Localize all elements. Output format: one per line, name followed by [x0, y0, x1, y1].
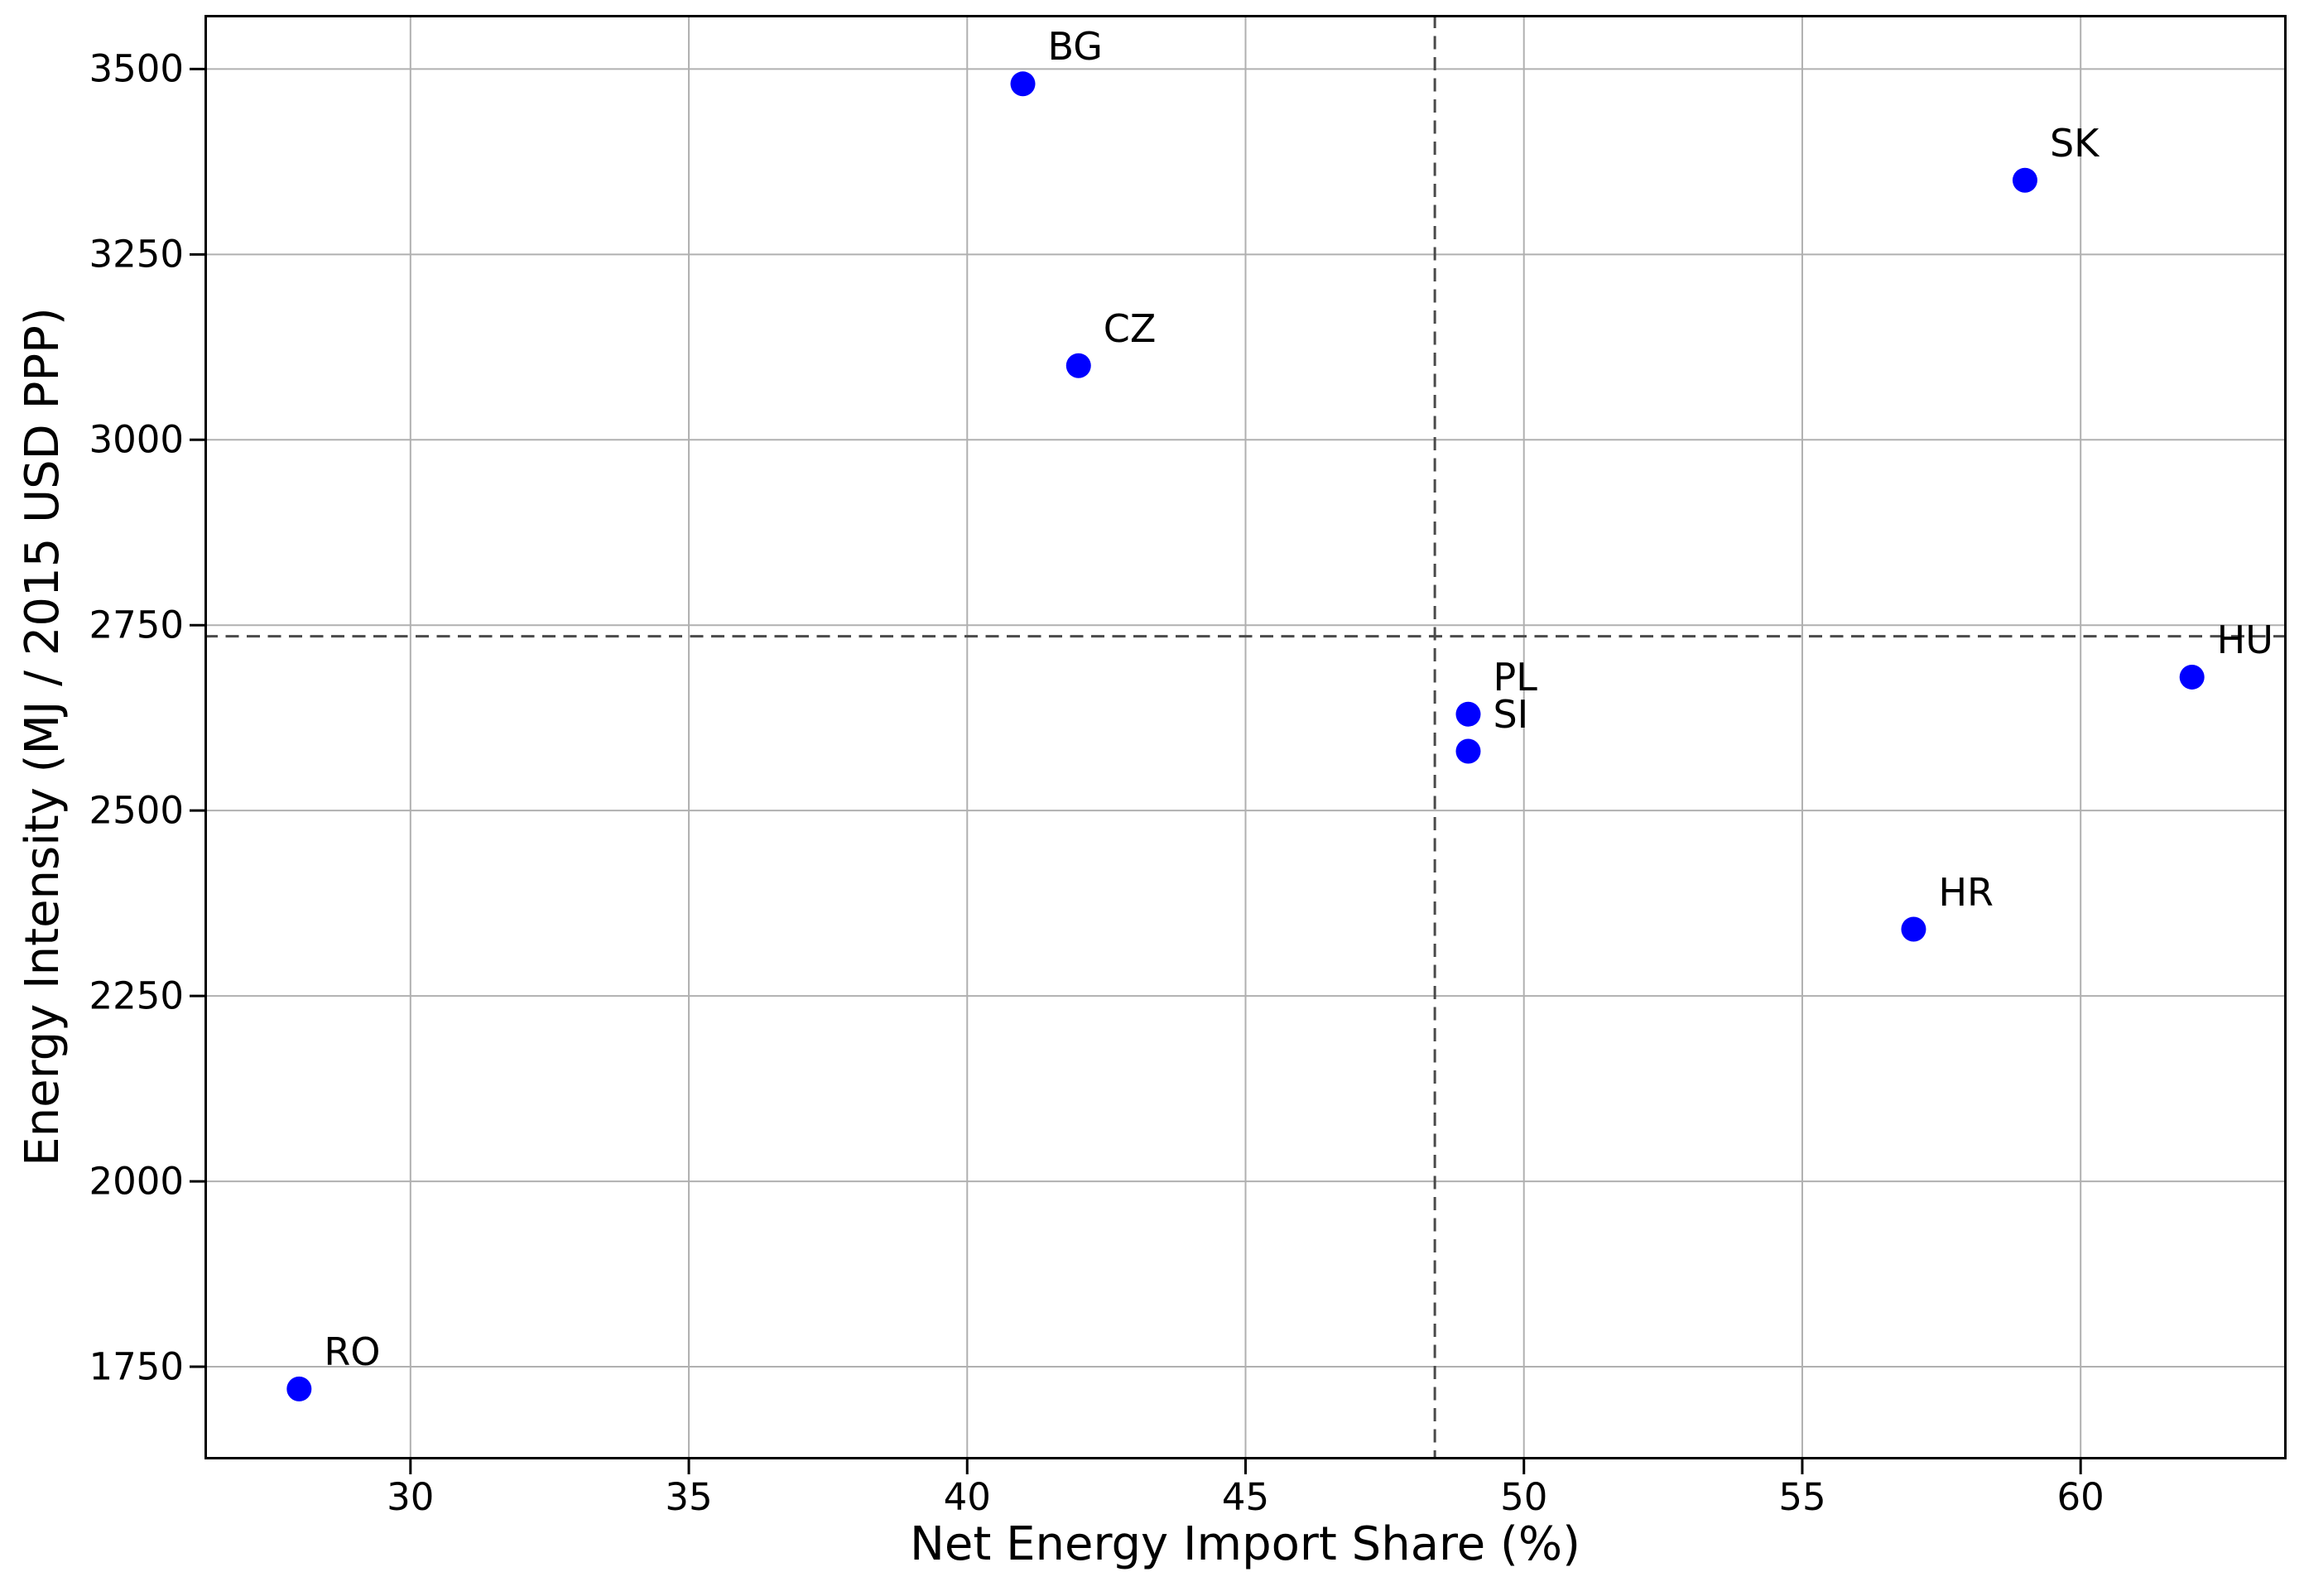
point-label-hr: HR: [1938, 869, 1994, 915]
x-axis-label: Net Energy Import Share (%): [910, 1517, 1580, 1571]
data-point-cz: [1065, 353, 1091, 378]
point-label-ro: RO: [324, 1329, 381, 1374]
y-tick-label: 2250: [89, 973, 184, 1018]
y-tick-label: 2750: [89, 603, 184, 647]
y-tick-label: 3250: [89, 232, 184, 276]
point-label-cz: CZ: [1103, 305, 1157, 351]
point-label-pl: PL: [1493, 654, 1537, 699]
data-point-hu: [2179, 664, 2205, 690]
point-label-sk: SK: [2049, 120, 2100, 166]
y-tick-label: 2500: [89, 788, 184, 833]
y-axis-label: Energy Intensity (MJ / 2015 USD PPP): [16, 307, 70, 1166]
x-tick-label: 55: [1778, 1475, 1826, 1519]
x-tick-label: 60: [2056, 1475, 2104, 1519]
point-label-si: SI: [1493, 691, 1529, 737]
point-label-bg: BG: [1047, 24, 1103, 70]
x-tick-label: 40: [943, 1475, 991, 1519]
data-point-bg: [1010, 71, 1036, 97]
y-tick-label: 1750: [89, 1344, 184, 1389]
data-point-sk: [2012, 167, 2037, 193]
y-tick-label: 3500: [89, 46, 184, 91]
point-label-hu: HU: [2216, 617, 2273, 662]
x-tick-label: 50: [1500, 1475, 1548, 1519]
x-tick-label: 35: [665, 1475, 713, 1519]
data-point-hr: [1901, 916, 1926, 942]
x-tick-label: 45: [1221, 1475, 1270, 1519]
x-tick-label: 30: [387, 1475, 435, 1519]
y-tick-label: 2000: [89, 1159, 184, 1204]
data-point-ro: [286, 1376, 312, 1401]
data-point-pl: [1455, 701, 1481, 727]
y-tick-label: 3000: [89, 417, 184, 462]
data-point-si: [1455, 738, 1481, 764]
